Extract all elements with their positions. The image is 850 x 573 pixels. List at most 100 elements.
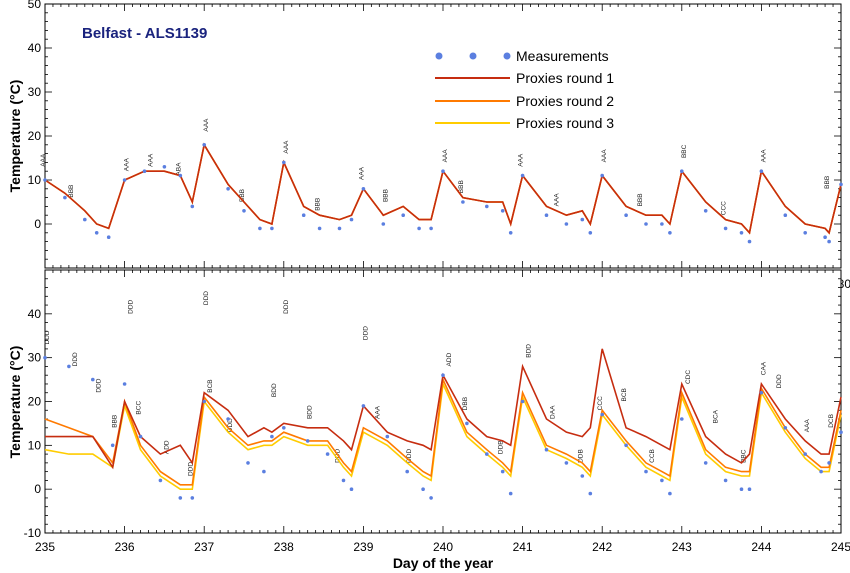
measurement-point <box>282 160 286 165</box>
y-tick-label: -10 <box>24 526 42 540</box>
measurement-point <box>405 469 410 474</box>
measurement-point <box>624 213 628 217</box>
measurement-point <box>301 213 306 217</box>
code-annotation: DDB <box>577 449 584 463</box>
code-annotation: BBC <box>740 449 747 463</box>
measurement-point <box>429 496 433 500</box>
code-annotation: BBB <box>315 198 322 211</box>
code-annotation: CCC <box>597 396 604 410</box>
code-annotation: DDD <box>227 418 234 432</box>
top-plot-area <box>44 3 842 269</box>
y-tick-label: 30 <box>28 85 42 99</box>
measurement-point <box>270 226 274 231</box>
bottom-tick-labels: 235 236 237 238 239 240 241 242 243 244 245 -10 0 10 2… <box>24 307 850 554</box>
code-annotation: BCB <box>621 388 628 401</box>
measurement-point <box>94 231 99 235</box>
measurement-point <box>819 469 823 474</box>
measurement-point <box>178 496 183 500</box>
measurement-point <box>122 178 127 182</box>
y-tick-label: 10 <box>28 173 42 187</box>
top-y-axis-title: Temperature (°C) <box>7 80 23 193</box>
measurement-point <box>317 226 322 231</box>
code-annotation: DDD <box>283 299 290 313</box>
code-annotation: AAA <box>804 419 811 433</box>
code-annotation: BDD <box>271 383 278 397</box>
measurement-point <box>588 491 593 496</box>
measurement-point <box>508 491 513 496</box>
legend-measurements-dot <box>469 52 477 60</box>
measurement-point <box>723 478 728 483</box>
code-annotation: BDD <box>307 405 314 419</box>
measurement-point <box>361 187 366 191</box>
code-annotation: AAA <box>601 149 608 163</box>
x-axis-title: Day of the year <box>393 555 494 571</box>
measurement-point <box>485 452 489 456</box>
measurement-point <box>759 390 764 395</box>
bottom-series <box>43 348 843 500</box>
code-annotation: DDD <box>187 462 194 476</box>
series-line-proxies-round-2 <box>44 376 842 486</box>
x-tick-label: 238 <box>274 540 294 554</box>
code-annotation: CDC <box>685 370 692 384</box>
code-annotation: DDD <box>362 326 369 340</box>
measurement-point <box>282 426 286 430</box>
measurement-point <box>564 222 569 226</box>
code-annotation: DBB <box>462 397 469 410</box>
measurement-point <box>341 478 346 483</box>
y-tick-label: 50 <box>28 0 42 11</box>
measurement-point <box>783 426 788 430</box>
code-annotation: CAA <box>760 361 767 375</box>
x-tick-label: 242 <box>592 540 612 554</box>
measurement-point <box>668 491 672 496</box>
x-tick-label: 235 <box>35 540 55 554</box>
measurement-point <box>385 434 390 439</box>
y-tick-label: 30 <box>28 351 42 365</box>
measurement-point <box>417 226 421 231</box>
y-tick-label: 10 <box>28 438 42 452</box>
measurement-point <box>381 222 386 226</box>
code-annotation: BBB <box>239 189 246 202</box>
measurement-point <box>337 226 342 231</box>
top-series <box>43 142 843 244</box>
series-line-proxies-round-1 <box>45 348 842 470</box>
code-annotation: BCA <box>713 409 720 423</box>
top-annotations: AAA BBB AAA AAA ABA AAA BBB AAA BBB AAA BBB AAA BBB A… <box>40 118 831 215</box>
measurement-point <box>429 226 433 231</box>
measurement-point <box>739 487 744 492</box>
code-annotation: DDD <box>72 352 79 366</box>
measurement-point <box>600 412 604 417</box>
measurement-point <box>839 182 843 187</box>
legend-label-round3: Proxies round 3 <box>516 115 614 131</box>
measurement-point <box>226 187 230 191</box>
measurement-point <box>600 173 604 178</box>
x-tick-label: 236 <box>115 540 135 554</box>
measurement-point <box>580 474 585 478</box>
code-annotation: DDD <box>406 449 413 463</box>
measurement-point <box>544 213 549 217</box>
x-tick-label: 240 <box>433 540 453 554</box>
measurement-point <box>624 443 628 448</box>
code-annotation: ABA <box>175 162 182 176</box>
code-annotation: CCB <box>649 449 656 463</box>
measurement-point <box>500 469 505 474</box>
measurement-point <box>703 209 708 213</box>
measurement-point <box>190 204 195 209</box>
code-annotation: BBB <box>824 176 831 189</box>
measurement-point <box>262 469 266 474</box>
y-tick-label: 40 <box>28 41 42 55</box>
measurement-point <box>520 173 525 178</box>
legend: Measurements Proxies round 1 Proxies rou… <box>435 48 614 131</box>
measurement-point <box>644 222 648 226</box>
measurement-point <box>803 231 807 235</box>
measurement-point <box>43 178 47 182</box>
bottom-ticks <box>44 269 842 534</box>
y-tick-label: 40 <box>28 307 42 321</box>
code-annotation: CCC <box>721 201 728 215</box>
measurement-point <box>461 200 465 204</box>
code-annotation: AAA <box>124 158 131 172</box>
measurement-point <box>544 447 549 452</box>
code-annotation: AAA <box>358 166 365 180</box>
measurement-point <box>190 496 195 500</box>
measurement-point <box>226 417 230 421</box>
